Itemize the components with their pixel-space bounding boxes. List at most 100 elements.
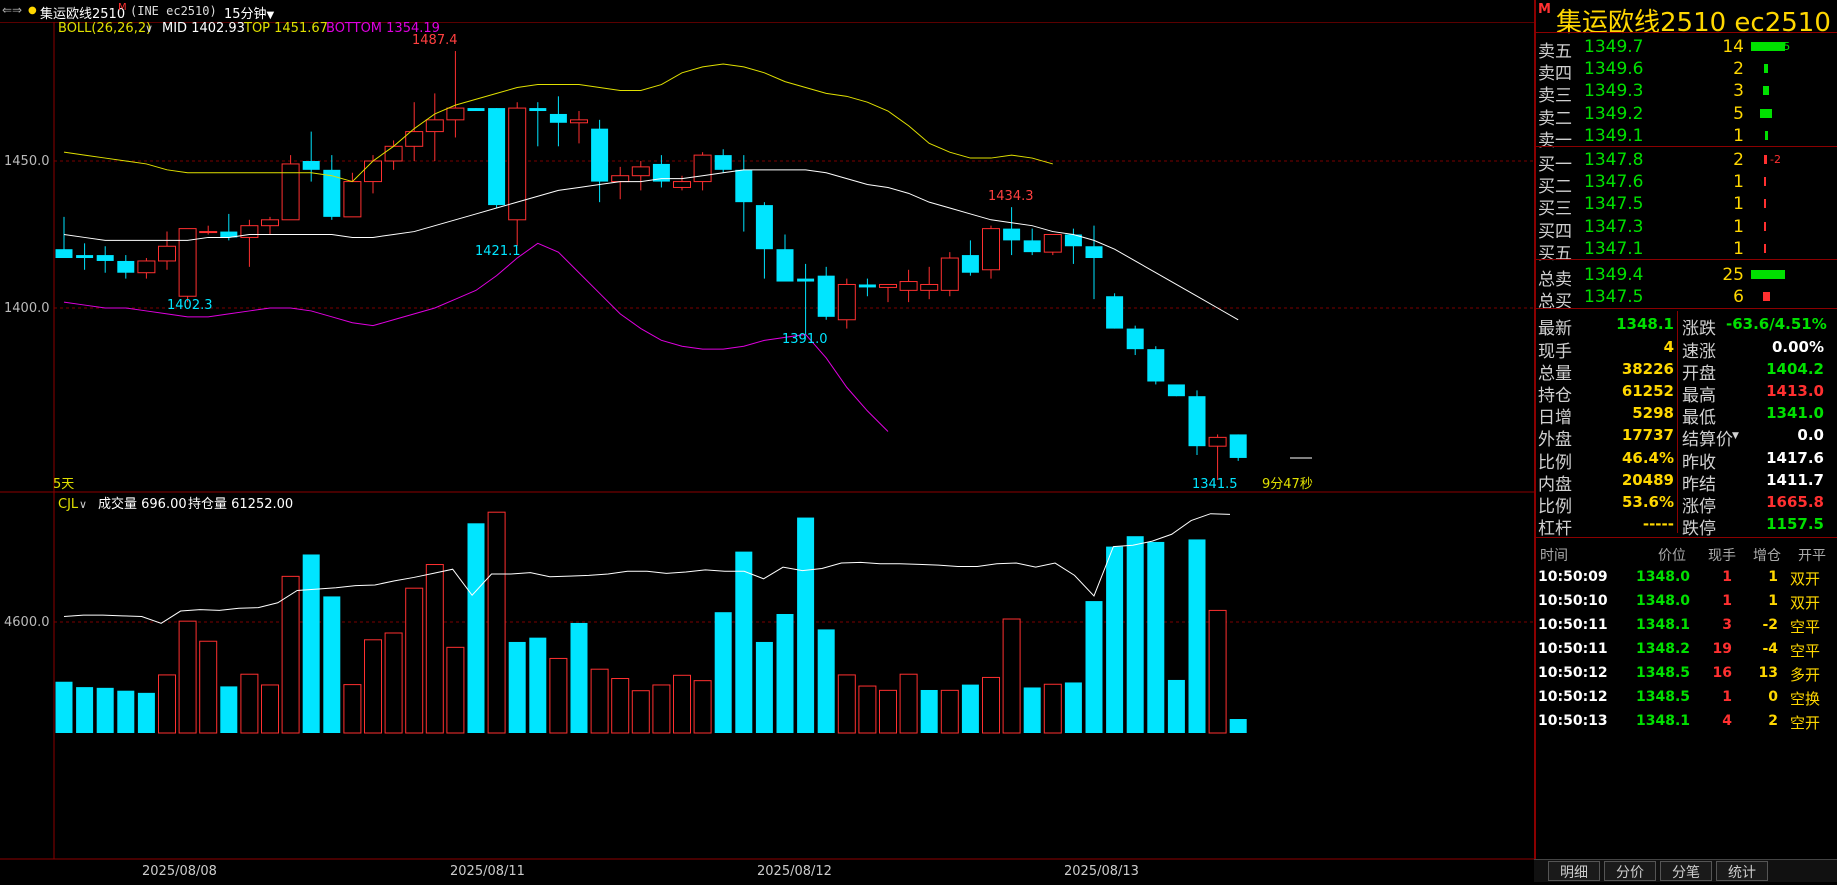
- candle-body: [117, 260, 135, 273]
- ask-volume-bar: [1760, 108, 1772, 118]
- boll-label[interactable]: BOLL(26,26,2): [58, 21, 151, 36]
- candle: [76, 243, 94, 270]
- ask-price: 1349.6: [1584, 59, 1644, 80]
- tick-qty: 19: [1712, 641, 1732, 658]
- tick-row[interactable]: 10:50:11 1348.2 19 -4 空平: [1536, 637, 1837, 663]
- ask-row[interactable]: 卖二 1349.2 5: [1536, 101, 1837, 129]
- tick-header-cell: 时间: [1540, 548, 1568, 565]
- candle-body: [755, 205, 773, 250]
- tab-0[interactable]: 明细: [1548, 861, 1600, 881]
- candle: [1043, 234, 1062, 256]
- stat-label: 最高: [1682, 386, 1716, 406]
- ask-price: 1349.1: [1584, 125, 1644, 146]
- tab-3[interactable]: 统计: [1716, 861, 1768, 881]
- ask-price: 1349.3: [1584, 81, 1644, 102]
- candle-body: [652, 163, 670, 182]
- menu-icon[interactable]: ⇐⇒: [2, 3, 23, 17]
- tab-1[interactable]: 分价: [1604, 861, 1656, 881]
- volume-bar: [817, 629, 835, 733]
- date-label: 2025/08/12: [757, 864, 832, 879]
- candle: [1003, 207, 1021, 256]
- tick-price: 1348.1: [1636, 713, 1691, 730]
- bid-row[interactable]: 买四 1347.3 1: [1536, 214, 1837, 242]
- tick-header-cell: 开平: [1798, 548, 1826, 565]
- bid-row[interactable]: 买五 1347.1 1: [1536, 236, 1837, 264]
- candle-body: [817, 275, 835, 317]
- candle-body: [302, 161, 320, 170]
- chart-area[interactable]: 1487.4 1421.1 1402.3 1391.0 1434.3 1341.5 202…: [0, 21, 1534, 881]
- candle-body: [611, 175, 630, 183]
- volume-bar: [982, 676, 1000, 734]
- bid-row[interactable]: 买三 1347.5 1: [1536, 191, 1837, 219]
- chevron-down-icon: ▼: [266, 10, 275, 21]
- candle-body: [776, 249, 794, 282]
- open-interest-value: 持仓量 61252.00: [188, 497, 293, 512]
- stat-label: 开盘: [1682, 363, 1716, 384]
- stat-row: 比例 46.4% 昨收 1417.6: [1536, 445, 1837, 473]
- cjl-label[interactable]: CJL: [58, 497, 79, 512]
- candle-body: [879, 283, 897, 288]
- tick-row[interactable]: 10:50:13 1348.1 4 2 空开: [1536, 709, 1837, 735]
- period-selector[interactable]: 15分钟▼: [224, 3, 274, 22]
- tick-time: 10:50:11: [1538, 617, 1608, 634]
- ask-level-label: 卖一: [1538, 130, 1572, 151]
- ask-row[interactable]: 卖三 1349.3 3: [1536, 78, 1837, 107]
- stat-value: 53.6%: [1621, 493, 1674, 511]
- stat-value: -----: [1642, 515, 1674, 534]
- stat-row: 现手 4 速涨 0.00%: [1536, 334, 1837, 362]
- ask-row[interactable]: 卖一 1349.1 1: [1536, 123, 1837, 151]
- date-label: 2025/08/08: [142, 864, 217, 879]
- bid-level-label: 买四: [1538, 221, 1572, 242]
- bid-qty: 1: [1733, 172, 1744, 193]
- volume-bar: [96, 687, 114, 733]
- tick-row[interactable]: 10:50:10 1348.0 1 1 双开: [1536, 589, 1837, 615]
- volume-bar: [1167, 679, 1185, 733]
- volume-bar: [199, 640, 218, 734]
- candle-body: [693, 154, 712, 183]
- tick-price: 1348.5: [1636, 665, 1691, 682]
- bid-price: 1347.6: [1584, 172, 1644, 193]
- tick-row[interactable]: 10:50:12 1348.5 16 13 多开: [1536, 661, 1837, 687]
- bid-row[interactable]: 买一 1347.8 2 -2: [1536, 147, 1837, 175]
- cjl-chevron-icon[interactable]: ∨: [79, 498, 87, 511]
- bid-volume-bar: [1764, 243, 1766, 253]
- candle-body: [940, 257, 959, 291]
- volume-bar: [611, 678, 630, 734]
- bid-row[interactable]: 买二 1347.6 1: [1536, 169, 1837, 197]
- volume-bar: [570, 622, 588, 733]
- candle-body: [261, 219, 279, 227]
- tick-row[interactable]: 10:50:11 1348.1 3 -2 空平: [1536, 613, 1837, 639]
- volume-bar: [323, 596, 341, 733]
- candle-body: [1064, 234, 1082, 247]
- candle-body: [405, 131, 424, 147]
- candle-body: [364, 160, 382, 183]
- bid-level-label: 买五: [1538, 243, 1572, 264]
- kline-chart[interactable]: 1487.4 1421.1 1402.3 1391.0 1434.3 1341.5 202…: [0, 21, 1534, 881]
- candle-body: [591, 128, 609, 182]
- price-tick-1400: 1400.0: [4, 301, 50, 316]
- stat-value: 38226: [1621, 359, 1674, 378]
- candle: [508, 102, 527, 246]
- candle-body: [920, 283, 939, 291]
- ask-row[interactable]: 卖五 1349.7 14 +5: [1536, 34, 1837, 62]
- candle-body: [158, 245, 176, 262]
- candle-body: [1085, 246, 1103, 259]
- candle-body: [631, 166, 650, 177]
- candle: [1023, 228, 1041, 256]
- tab-2[interactable]: 分笔: [1660, 861, 1712, 881]
- symbol-name[interactable]: 集运欧线2510: [40, 7, 126, 22]
- volume-bar: [405, 587, 424, 734]
- stat-label: 杠杆: [1538, 519, 1572, 540]
- tick-row[interactable]: 10:50:12 1348.5 1 0 空换: [1536, 685, 1837, 711]
- boll-chevron-icon[interactable]: ∨: [145, 22, 153, 35]
- candle-body: [508, 107, 527, 221]
- ask-row[interactable]: 卖四 1349.6 2: [1536, 56, 1837, 84]
- tick-oi: 1: [1768, 569, 1778, 586]
- candle-body: [735, 169, 753, 203]
- ask-level-label: 卖三: [1538, 86, 1572, 107]
- stat-value: 5298: [1632, 404, 1674, 423]
- stat-value: 1665.8: [1766, 493, 1824, 511]
- tick-row[interactable]: 10:50:09 1348.0 1 1 双开: [1536, 565, 1837, 591]
- total-row: 总卖 1349.4 25: [1536, 262, 1837, 290]
- candle-body: [1126, 328, 1144, 350]
